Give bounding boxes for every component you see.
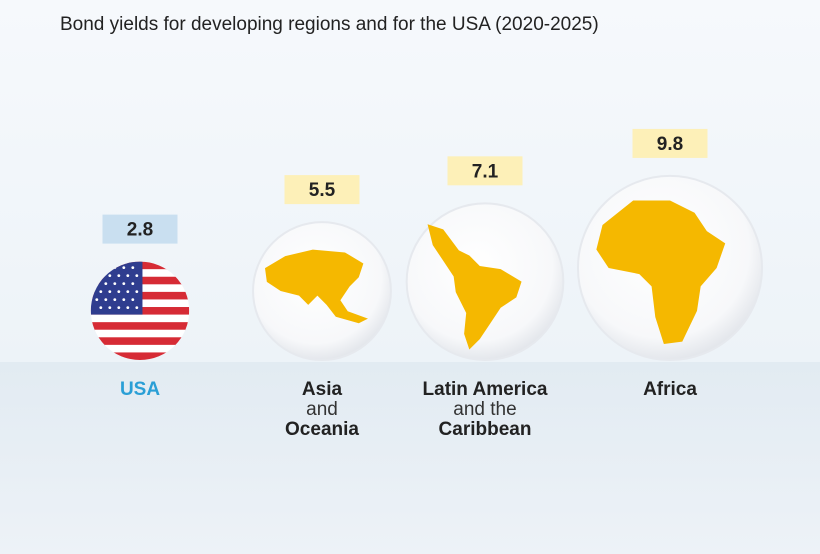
bubble-asia-oceania-map — [252, 221, 392, 362]
category-label-line: Africa — [643, 379, 697, 400]
category-label: USA — [40, 380, 240, 400]
value-box — [102, 214, 178, 244]
value-label: 7.1 — [472, 161, 499, 182]
value-box — [632, 128, 708, 158]
category-label-line: USA — [119, 379, 161, 400]
bubble-africa-map — [576, 174, 764, 361]
value-label: 9.8 — [657, 134, 683, 155]
value-box — [284, 175, 360, 205]
value-box — [447, 156, 523, 186]
chart-title: Bond yields for developing regions and f… — [60, 14, 599, 35]
us-flag-icon — [90, 261, 190, 360]
baseline-band — [0, 362, 820, 554]
bubble-us-flag — [90, 261, 190, 360]
category-label: Latin America and the Caribbean — [385, 380, 585, 440]
category-label-line: Asia — [301, 379, 343, 400]
category-label-line: Oceania — [285, 419, 359, 440]
asia-oceania-map-icon — [265, 249, 368, 324]
category-label-line: Caribbean — [438, 419, 532, 440]
category-label-line: and — [306, 399, 338, 420]
africa-map-icon — [596, 200, 726, 345]
value-label: 2.8 — [127, 220, 153, 241]
value-label: 5.5 — [309, 180, 336, 201]
category-label: Asia and Oceania — [222, 380, 422, 440]
category-label-line: Latin America — [422, 379, 548, 400]
category-label: Africa — [570, 380, 770, 400]
latin-america-map-icon — [427, 224, 522, 350]
category-label-line: and the — [453, 399, 517, 420]
bubble-latin-america-map — [405, 202, 565, 362]
